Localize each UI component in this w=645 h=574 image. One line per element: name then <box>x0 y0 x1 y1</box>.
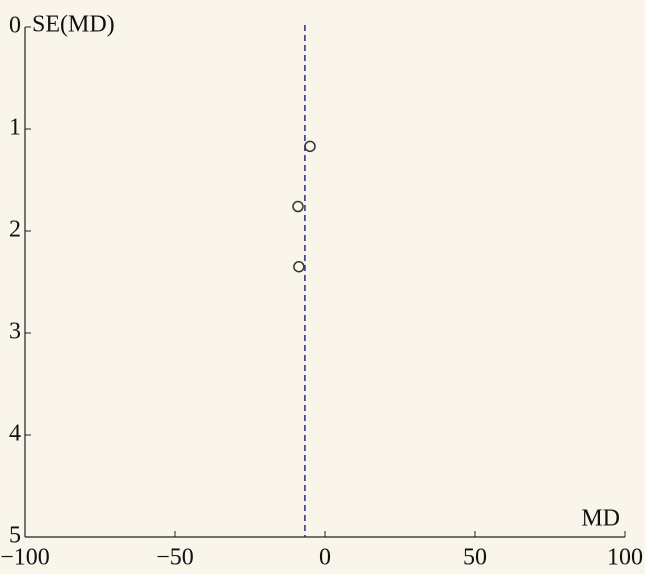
y-axis-label: SE(MD) <box>32 12 115 38</box>
y-tick-label: 0 <box>9 13 21 39</box>
y-tick-label: 5 <box>9 523 21 549</box>
x-tick-label: 50 <box>463 545 487 571</box>
y-tick-label: 4 <box>9 421 21 447</box>
x-tick-label: 0 <box>319 545 331 571</box>
point <box>292 200 304 213</box>
y-tick-label: 3 <box>9 319 21 345</box>
y-tick-label: 1 <box>9 115 21 141</box>
x-axis-label: MD <box>581 506 620 532</box>
x-tick-label: −100 <box>0 545 50 571</box>
x-tick-label: 100 <box>607 545 643 571</box>
x-tick-label: −50 <box>156 545 194 571</box>
point <box>304 140 316 153</box>
point <box>293 260 305 273</box>
y-tick-label: 2 <box>9 217 21 243</box>
